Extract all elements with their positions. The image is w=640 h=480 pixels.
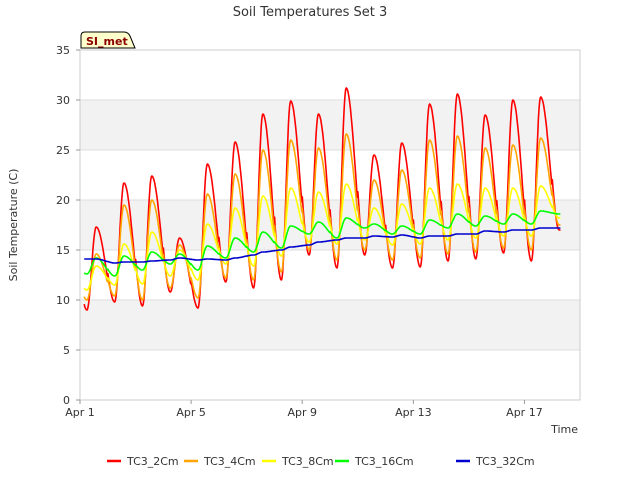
y-tick-label: 20 [56,194,70,207]
chart-title: Soil Temperatures Set 3 [233,5,388,20]
axes [79,49,581,401]
plot-frame [79,49,581,401]
grid-band [80,300,580,350]
series-line-tc3_2cm [83,87,561,311]
badge-label: SI_met [86,35,128,48]
legend-label: TC3_8Cm [281,455,334,468]
legend-item-tc3_16cm: TC3_16Cm [335,455,414,468]
legend-label: TC3_16Cm [354,455,414,468]
x-tick-label: Apr 9 [287,406,317,419]
badge-shape [80,31,136,49]
series-line-tc3_4cm [83,133,561,301]
y-tick-label: 10 [56,294,70,307]
series-line-tc3_32cm [83,227,561,264]
y-tick-label: 15 [56,244,70,257]
legend-label: TC3_4Cm [203,455,256,468]
y-tick-labels: 0 5 10 15 20 25 30 35 [56,44,80,407]
legend-item-tc3_32cm: TC3_32Cm [456,455,535,468]
plot-background [80,50,580,400]
station-badge: SI_met [80,31,136,49]
series-layer [83,87,561,311]
legend-label: TC3_2Cm [126,455,179,468]
legend-item-tc3_8cm: TC3_8Cm [262,455,334,468]
y-axis-label: Soil Temperature (C) [7,169,20,282]
grid-band [80,100,580,150]
legend: TC3_2Cm TC3_4Cm TC3_8Cm TC3_16Cm TC3_32Cm [107,455,535,468]
legend-item-tc3_4cm: TC3_4Cm [184,455,256,468]
y-tick-label: 25 [56,144,70,157]
y-tick-label: 35 [56,44,70,57]
x-axis-label: Time [550,423,578,436]
y-tick-label: 5 [63,344,70,357]
x-tick-label: Apr 13 [395,406,432,419]
x-tick-label: Apr 17 [506,406,543,419]
legend-label: TC3_32Cm [475,455,535,468]
legend-item-tc3_2cm: TC3_2Cm [107,455,179,468]
x-tick-label: Apr 5 [176,406,206,419]
y-tick-label: 0 [63,394,70,407]
x-tick-labels: Apr 1 Apr 5 Apr 9 Apr 13 Apr 17 [65,400,543,419]
y-tick-label: 30 [56,94,70,107]
x-tick-label: Apr 1 [65,406,95,419]
